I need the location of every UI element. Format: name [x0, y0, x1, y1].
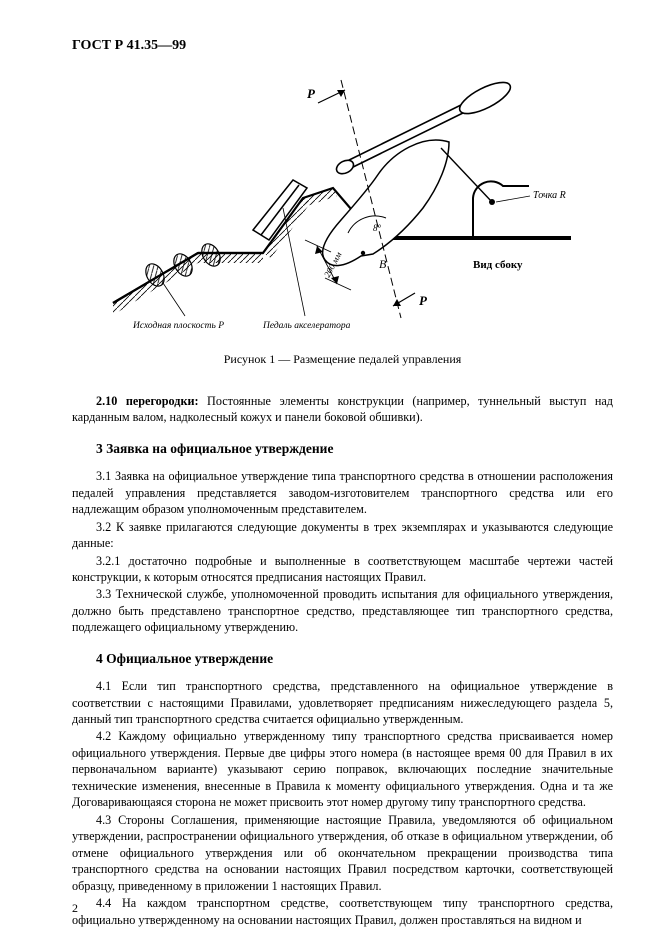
- p-3-1: 3.1 Заявка на официальное утверждение ти…: [72, 468, 613, 517]
- label-ref-plane: Исходная плоскость Р: [132, 320, 224, 331]
- label-b: B: [379, 257, 387, 271]
- heading-3: 3 Заявка на официальное утверждение: [72, 440, 613, 458]
- page-number: 2: [72, 901, 78, 916]
- p-3-2: 3.2 К заявке прилагаются следующие докум…: [72, 519, 613, 552]
- term-2-10: 2.10 перегородки:: [96, 394, 199, 408]
- label-pedal: Педаль акселератора: [262, 320, 351, 331]
- heading-4: 4 Официальное утверждение: [72, 650, 613, 668]
- p-2-10: 2.10 перегородки: Постоянные элементы ко…: [72, 393, 613, 426]
- label-side-view: Вид сбоку: [473, 259, 523, 271]
- p-4-4: 4.4 На каждом транспортном средстве, соо…: [72, 895, 613, 928]
- figure-1: 8° P: [72, 68, 613, 338]
- pedal-diagram-svg: 8° P: [93, 68, 593, 338]
- document-code: ГОСТ Р 41.35—99: [72, 38, 613, 54]
- p-4-1: 4.1 Если тип транспортного средства, пре…: [72, 678, 613, 727]
- body-text: 2.10 перегородки: Постоянные элементы ко…: [72, 393, 613, 928]
- p-3-2-1: 3.2.1 достаточно подробные и выполненные…: [72, 553, 613, 586]
- page: ГОСТ Р 41.35—99: [0, 0, 661, 936]
- label-point-r: Точка R: [533, 190, 566, 201]
- p-4-3: 4.3 Стороны Соглашения, применяющие наст…: [72, 812, 613, 894]
- label-p-top: P: [307, 86, 316, 101]
- label-p-bottom: P: [419, 293, 428, 308]
- p-4-2: 4.2 Каждому официально утвержденному тип…: [72, 728, 613, 810]
- p-3-3: 3.3 Технической службе, уполномоченной п…: [72, 586, 613, 635]
- figure-caption: Рисунок 1 — Размещение педалей управлени…: [72, 352, 613, 367]
